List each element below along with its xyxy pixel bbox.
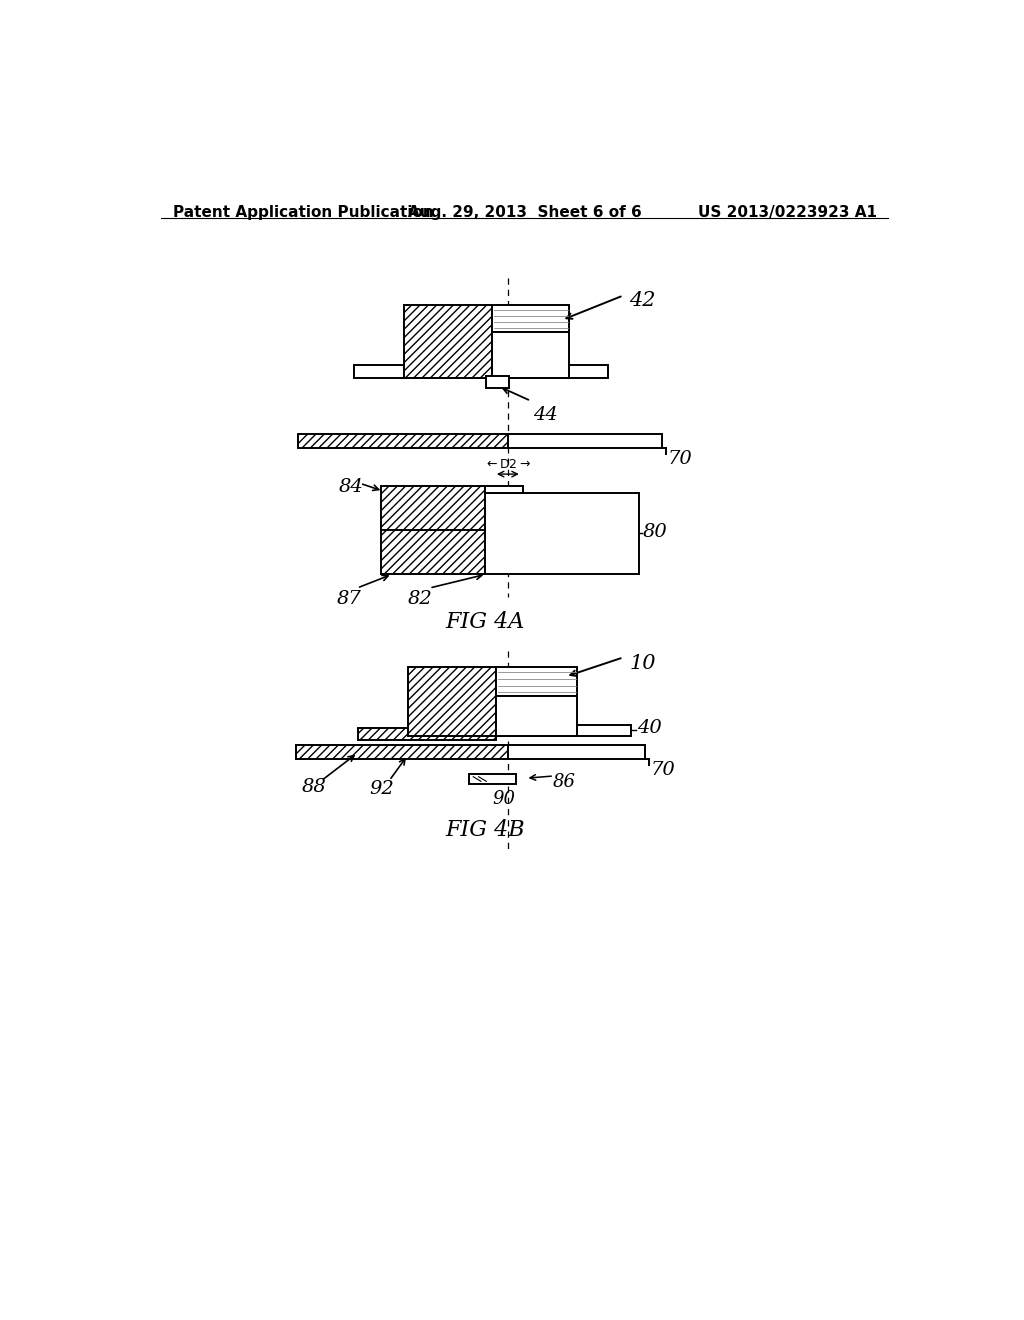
Bar bbox=[408, 667, 497, 737]
Bar bbox=[497, 696, 578, 737]
Text: 86: 86 bbox=[553, 774, 575, 791]
Bar bbox=[296, 744, 508, 759]
Text: Patent Application Publication: Patent Application Publication bbox=[173, 205, 433, 219]
Text: 70: 70 bbox=[651, 760, 676, 779]
Text: Aug. 29, 2013  Sheet 6 of 6: Aug. 29, 2013 Sheet 6 of 6 bbox=[408, 205, 642, 219]
Bar bbox=[298, 434, 508, 447]
Bar bbox=[469, 775, 515, 784]
Text: 10: 10 bbox=[630, 653, 656, 672]
Bar bbox=[357, 729, 497, 739]
Bar bbox=[354, 364, 608, 378]
Bar bbox=[381, 486, 484, 574]
Text: 40: 40 bbox=[637, 719, 662, 737]
Bar bbox=[403, 305, 493, 378]
Text: 44: 44 bbox=[534, 407, 558, 424]
Text: $\leftarrow$D2$\rightarrow$: $\leftarrow$D2$\rightarrow$ bbox=[484, 458, 531, 471]
Bar bbox=[497, 667, 578, 696]
Text: 87: 87 bbox=[337, 590, 361, 607]
Text: 88: 88 bbox=[301, 779, 327, 796]
Text: 70: 70 bbox=[668, 450, 693, 467]
Bar bbox=[508, 744, 645, 759]
Text: 84: 84 bbox=[339, 478, 364, 496]
Bar bbox=[493, 331, 569, 378]
Bar bbox=[497, 725, 631, 737]
Text: 42: 42 bbox=[630, 290, 656, 310]
Bar bbox=[508, 434, 662, 447]
Text: 92: 92 bbox=[370, 780, 394, 797]
Bar bbox=[486, 376, 509, 388]
Text: FIG 4B: FIG 4B bbox=[445, 818, 524, 841]
Text: 82: 82 bbox=[408, 590, 432, 607]
Bar bbox=[493, 305, 569, 331]
Text: 80: 80 bbox=[643, 523, 668, 541]
Text: US 2013/0223923 A1: US 2013/0223923 A1 bbox=[698, 205, 878, 219]
Bar bbox=[484, 494, 639, 574]
Text: 90: 90 bbox=[493, 789, 515, 808]
Bar bbox=[484, 486, 523, 494]
Text: FIG 4A: FIG 4A bbox=[445, 611, 524, 634]
